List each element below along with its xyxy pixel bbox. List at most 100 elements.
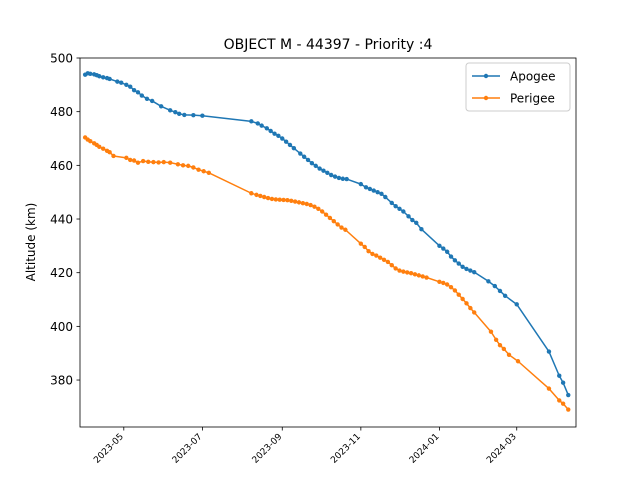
data-point-perigee: [135, 160, 141, 165]
data-point-perigee: [151, 159, 156, 165]
data-point-perigee: [285, 198, 290, 203]
data-point-perigee: [292, 199, 298, 204]
data-point-perigee: [370, 251, 375, 257]
data-point-apogee: [255, 121, 260, 126]
data-point-perigee: [196, 167, 201, 172]
data-point-perigee: [327, 215, 333, 221]
legend-box: [465, 62, 571, 112]
data-point-apogee: [309, 161, 315, 166]
data-point-perigee: [308, 202, 313, 208]
data-point-perigee: [254, 192, 259, 198]
data-point-apogee: [401, 209, 406, 214]
data-point-perigee: [408, 271, 414, 276]
data-point-perigee: [262, 194, 267, 200]
y-tick-label: 460: [50, 159, 73, 173]
series-perigee: [82, 135, 571, 412]
data-point-perigee: [88, 138, 93, 144]
data-point-apogee: [560, 380, 566, 385]
data-point-apogee: [514, 302, 519, 307]
y-tick-label: 480: [50, 105, 73, 119]
data-point-apogee: [452, 258, 458, 263]
y-tick-label: 380: [50, 374, 73, 388]
data-point-apogee: [444, 249, 450, 254]
data-point-apogee: [301, 154, 307, 159]
data-point-perigee: [277, 197, 282, 202]
data-point-perigee: [281, 197, 286, 203]
data-point-perigee: [343, 227, 348, 232]
data-point-perigee: [389, 262, 394, 268]
data-point-perigee: [448, 284, 454, 290]
data-point-perigee: [131, 158, 137, 163]
data-point-apogee: [88, 71, 93, 77]
data-point-apogee: [336, 175, 342, 181]
plot-area: [79, 57, 577, 428]
data-point-apogee: [124, 82, 129, 88]
data-point-perigee: [412, 272, 418, 277]
data-point-perigee: [191, 165, 196, 170]
data-point-perigee: [161, 159, 166, 165]
data-point-perigee: [167, 160, 173, 165]
data-point-apogee: [139, 93, 145, 98]
y-tick-label: 420: [50, 266, 73, 280]
data-point-apogee: [441, 246, 446, 251]
data-point-perigee: [107, 150, 112, 155]
data-point-apogee: [329, 172, 334, 178]
data-point-perigee: [405, 270, 410, 275]
data-point-apogee: [363, 185, 369, 190]
data-point-apogee: [268, 128, 273, 134]
data-point-apogee: [464, 266, 469, 272]
legend-marker-perigee: [483, 95, 489, 101]
data-point-perigee: [320, 209, 325, 214]
y-axis: 380 400 420 440 460 480 500: [50, 52, 80, 388]
data-point-apogee: [557, 373, 562, 378]
data-point-perigee: [488, 329, 494, 334]
data-point-perigee: [393, 266, 398, 271]
data-point-perigee: [140, 158, 146, 164]
data-point-perigee: [416, 273, 422, 278]
data-point-apogee: [497, 288, 503, 294]
data-point-apogee: [566, 392, 571, 398]
data-point-apogee: [456, 261, 461, 266]
data-point-perigee: [566, 407, 571, 412]
data-point-perigee: [175, 162, 181, 167]
data-point-perigee: [97, 144, 102, 150]
axes-frame: [79, 57, 577, 428]
data-point-perigee: [441, 280, 446, 286]
legend-label-apogee: Apogee: [510, 70, 556, 84]
data-point-apogee: [389, 200, 394, 206]
data-point-apogee: [486, 279, 491, 284]
data-point-apogee: [107, 76, 112, 82]
data-point-apogee: [546, 349, 552, 354]
data-point-perigee: [560, 401, 566, 406]
data-point-perigee: [497, 342, 503, 348]
data-point-perigee: [401, 269, 406, 274]
data-point-perigee: [201, 169, 206, 174]
data-point-apogee: [414, 220, 419, 225]
data-point-perigee: [128, 157, 133, 163]
data-point-perigee: [456, 292, 461, 297]
data-point-perigee: [464, 301, 469, 306]
data-point-apogee: [492, 283, 498, 289]
data-point-perigee: [100, 146, 106, 151]
data-point-apogee: [325, 170, 330, 176]
data-point-apogee: [502, 293, 508, 298]
data-point-perigee: [472, 310, 477, 315]
data-point-perigee: [437, 279, 442, 285]
data-point-perigee: [265, 195, 271, 201]
data-point-apogee: [283, 139, 289, 144]
data-point-perigee: [339, 225, 344, 230]
data-point-apogee: [472, 269, 477, 275]
data-point-apogee: [383, 194, 388, 200]
y-tick-label: 440: [50, 213, 73, 227]
data-point-apogee: [393, 203, 398, 209]
series-apogee: [82, 71, 571, 398]
data-point-apogee: [406, 214, 411, 219]
data-point-perigee: [381, 257, 387, 263]
data-point-apogee: [419, 227, 424, 232]
data-point-perigee: [180, 163, 186, 168]
data-point-apogee: [144, 96, 150, 101]
data-point-perigee: [289, 198, 294, 203]
data-point-apogee: [321, 168, 326, 173]
data-point-perigee: [331, 218, 336, 224]
